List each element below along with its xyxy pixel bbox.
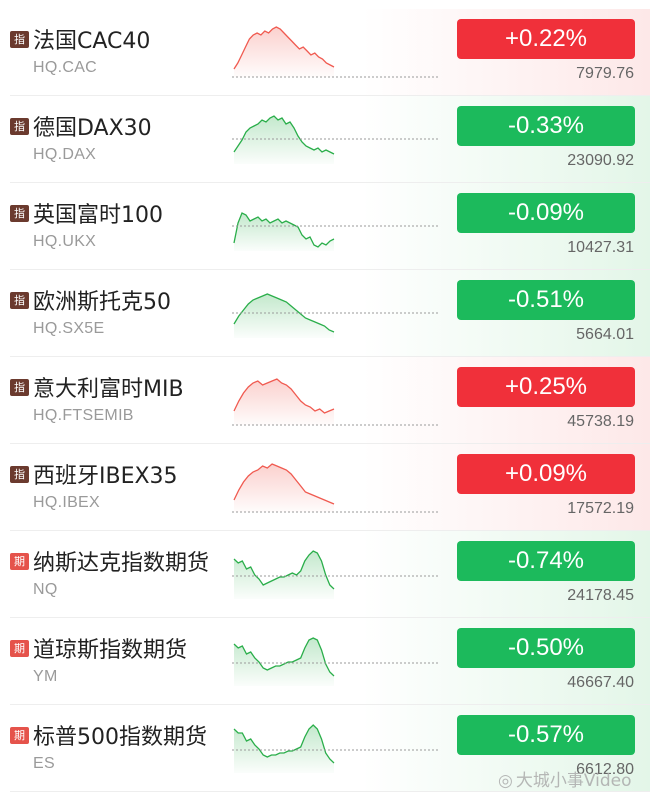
sparkline-line xyxy=(233,463,335,505)
instrument-name: 法国CAC40 xyxy=(33,29,151,54)
quote-row[interactable]: 期道琼斯指数期货 YM -0.50% 46667.40 xyxy=(10,618,650,705)
sparkline-line xyxy=(233,212,335,248)
sparkline-line xyxy=(233,293,335,333)
quote-row[interactable]: 指德国DAX30 HQ.DAX -0.33% 23090.92 xyxy=(10,96,650,183)
last-price: 5664.01 xyxy=(576,326,634,343)
sparkline-area xyxy=(234,464,334,512)
last-price: 45738.19 xyxy=(567,413,634,430)
instrument-code: HQ.UKX xyxy=(33,233,97,250)
change-percent-badge[interactable]: +0.09% xyxy=(457,454,635,494)
last-price: 10427.31 xyxy=(567,239,634,256)
intraday-sparkline xyxy=(232,293,438,338)
intraday-sparkline xyxy=(232,378,438,426)
change-percent-badge[interactable]: -0.57% xyxy=(457,715,635,755)
quote-row[interactable]: 指意大利富时MIB HQ.FTSEMIB +0.25% 45738.19 xyxy=(10,357,650,444)
index-badge: 指 xyxy=(10,31,29,48)
intraday-sparkline xyxy=(232,212,438,251)
sparkline-line xyxy=(233,724,335,764)
change-percent-badge[interactable]: -0.74% xyxy=(457,541,635,581)
instrument-name: 标普500指数期货 xyxy=(33,725,207,750)
sparkline-area xyxy=(234,294,334,338)
futures-badge: 期 xyxy=(10,727,29,744)
sparkline-line xyxy=(233,637,335,677)
last-price: 23090.92 xyxy=(567,152,634,169)
instrument-code: NQ xyxy=(33,581,58,598)
sparkline-area xyxy=(234,725,334,773)
last-price: 17572.19 xyxy=(567,500,634,517)
sparkline-area xyxy=(234,638,334,686)
change-percent-badge[interactable]: +0.25% xyxy=(457,367,635,407)
quote-row[interactable]: 指西班牙IBEX35 HQ.IBEX +0.09% 17572.19 xyxy=(10,444,650,531)
quote-row[interactable]: 指欧洲斯托克50 HQ.SX5E -0.51% 5664.01 xyxy=(10,270,650,357)
sparkline-line xyxy=(233,115,335,155)
watermark: ◎ 大城小事Video xyxy=(498,766,631,791)
instrument-name: 纳斯达克指数期货 xyxy=(33,551,210,576)
instrument-name: 意大利富时MIB xyxy=(33,377,184,402)
weibo-icon: ◎ xyxy=(498,771,513,791)
instrument-code: ES xyxy=(33,755,55,772)
intraday-sparkline xyxy=(232,26,438,78)
change-percent-badge[interactable]: -0.09% xyxy=(457,193,635,233)
index-badge: 指 xyxy=(10,292,29,309)
sparkline-area xyxy=(234,27,334,77)
quote-row[interactable]: 指法国CAC40 HQ.CAC +0.22% 7979.76 xyxy=(10,9,650,96)
quote-row[interactable]: 期标普500指数期货 ES -0.57% 6612.80 xyxy=(10,705,650,792)
sparkline-area xyxy=(234,116,334,164)
instrument-code: HQ.FTSEMIB xyxy=(33,407,134,424)
index-badge: 指 xyxy=(10,205,29,222)
instrument-name: 道琼斯指数期货 xyxy=(33,638,188,663)
instrument-name: 英国富时100 xyxy=(33,203,163,228)
instrument-name: 欧洲斯托克50 xyxy=(33,290,171,315)
instrument-code: HQ.CAC xyxy=(33,59,98,76)
change-percent-badge[interactable]: -0.50% xyxy=(457,628,635,668)
futures-badge: 期 xyxy=(10,553,29,570)
intraday-sparkline xyxy=(232,724,438,773)
sparkline-area xyxy=(234,213,334,251)
intraday-sparkline xyxy=(232,115,438,164)
sparkline-area xyxy=(234,379,334,425)
last-price: 24178.45 xyxy=(567,587,634,604)
sparkline-line xyxy=(233,550,335,590)
instrument-code: HQ.IBEX xyxy=(33,494,101,511)
instrument-code: HQ.DAX xyxy=(33,146,97,163)
change-percent-badge[interactable]: +0.22% xyxy=(457,19,635,59)
instrument-code: YM xyxy=(33,668,58,685)
quote-row[interactable]: 期纳斯达克指数期货 NQ -0.74% 24178.45 xyxy=(10,531,650,618)
instrument-name: 德国DAX30 xyxy=(33,116,152,141)
intraday-sparkline xyxy=(232,550,438,599)
watermark-text: 大城小事Video xyxy=(515,771,632,791)
intraday-sparkline xyxy=(232,637,438,686)
last-price: 7979.76 xyxy=(576,65,634,82)
sparkline-area xyxy=(234,551,334,599)
sparkline-line xyxy=(233,26,335,70)
index-badge: 指 xyxy=(10,379,29,396)
sparkline-line xyxy=(233,378,335,414)
change-percent-badge[interactable]: -0.51% xyxy=(457,280,635,320)
quote-row[interactable]: 指英国富时100 HQ.UKX -0.09% 10427.31 xyxy=(10,183,650,270)
change-percent-badge[interactable]: -0.33% xyxy=(457,106,635,146)
index-badge: 指 xyxy=(10,118,29,135)
last-price: 6612.80 xyxy=(576,761,634,778)
instrument-code: HQ.SX5E xyxy=(33,320,105,337)
instrument-name: 西班牙IBEX35 xyxy=(33,464,178,489)
intraday-sparkline xyxy=(232,463,438,513)
index-badge: 指 xyxy=(10,466,29,483)
futures-badge: 期 xyxy=(10,640,29,657)
last-price: 46667.40 xyxy=(567,674,634,691)
